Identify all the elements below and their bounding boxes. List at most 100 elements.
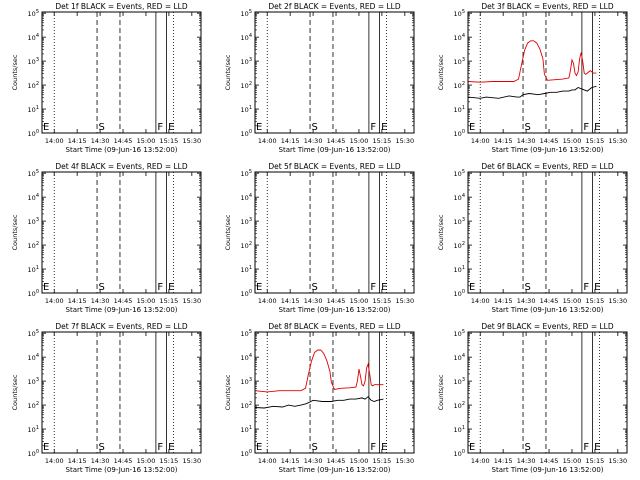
- y-tick-label: 101: [454, 265, 465, 274]
- x-tick-label: 15:00: [350, 137, 369, 145]
- x-tick-label: 15:00: [137, 457, 156, 465]
- marker-label: E: [381, 442, 387, 453]
- plot-frame: [41, 171, 202, 294]
- y-tick-label: 101: [241, 105, 252, 114]
- y-tick-label: 105: [241, 329, 252, 338]
- marker-label: F: [157, 442, 163, 453]
- y-tick-label: 104: [28, 353, 39, 362]
- x-tick-label: 15:30: [608, 137, 627, 145]
- y-tick-label: 105: [454, 9, 465, 18]
- y-tick-label: 105: [28, 329, 39, 338]
- x-axis-label: Start Time (09-Jun-16 13:52:00): [279, 306, 391, 314]
- x-tick-label: 15:30: [608, 297, 627, 305]
- x-tick-label: 14:30: [304, 457, 323, 465]
- x-tick-label: 14:45: [114, 137, 133, 145]
- y-tick-label: 105: [454, 169, 465, 178]
- marker-label: S: [99, 442, 105, 453]
- plot-frame: [41, 11, 202, 134]
- x-tick-label: 14:00: [258, 137, 277, 145]
- x-tick-label: 15:15: [160, 297, 179, 305]
- y-tick-label: 104: [241, 33, 252, 42]
- y-tick-label: 101: [241, 265, 252, 274]
- series-lld-line: [467, 40, 597, 83]
- x-tick-label: 14:45: [540, 137, 559, 145]
- plot-frame: [254, 171, 415, 294]
- y-tick-label: 105: [241, 169, 252, 178]
- x-tick-label: 15:00: [350, 457, 369, 465]
- x-tick-label: 15:00: [350, 297, 369, 305]
- x-tick-label: 14:15: [494, 297, 513, 305]
- y-tick-label: 101: [28, 265, 39, 274]
- y-tick-label: 100: [454, 289, 465, 298]
- panel-det-8: Det 8f BLACK = Events, RED = LLD 100 101 10…: [224, 322, 415, 474]
- panel-title: Det 3f BLACK = Events, RED = LLD: [481, 2, 614, 11]
- y-tick-label: 103: [28, 57, 39, 66]
- y-tick-label: 105: [454, 329, 465, 338]
- x-tick-label: 15:15: [160, 457, 179, 465]
- panel-title: Det 4f BLACK = Events, RED = LLD: [55, 162, 188, 171]
- x-tick-label: 14:00: [45, 137, 64, 145]
- x-tick-label: 14:15: [68, 297, 87, 305]
- y-tick-label: 100: [241, 289, 252, 298]
- y-tick-label: 101: [454, 425, 465, 434]
- x-tick-label: 14:00: [258, 457, 277, 465]
- y-tick-label: 105: [28, 169, 39, 178]
- x-tick-label: 14:45: [327, 297, 346, 305]
- x-tick-label: 15:30: [395, 457, 414, 465]
- plot-frame: [254, 331, 415, 454]
- x-tick-label: 14:00: [471, 297, 490, 305]
- y-tick-label: 100: [454, 129, 465, 138]
- marker-label: E: [469, 442, 475, 453]
- x-tick-label: 14:45: [327, 457, 346, 465]
- x-tick-label: 15:15: [586, 137, 605, 145]
- x-tick-label: 14:30: [91, 137, 110, 145]
- panel-det-9: Det 9f BLACK = Events, RED = LLD 100 101 10…: [437, 322, 628, 474]
- marker-label: E: [43, 122, 49, 133]
- y-tick-label: 104: [28, 193, 39, 202]
- marker-label: E: [43, 442, 49, 453]
- plot-frame: [467, 331, 628, 454]
- x-axis-label: Start Time (09-Jun-16 13:52:00): [492, 306, 604, 314]
- x-tick-label: 14:45: [114, 297, 133, 305]
- y-tick-label: 104: [454, 33, 465, 42]
- y-tick-label: 100: [454, 449, 465, 458]
- y-tick-label: 100: [28, 289, 39, 298]
- x-tick-label: 15:15: [160, 137, 179, 145]
- x-tick-label: 15:30: [395, 137, 414, 145]
- x-tick-label: 14:15: [281, 457, 300, 465]
- x-tick-label: 15:30: [182, 457, 201, 465]
- y-tick-label: 101: [454, 105, 465, 114]
- x-tick-label: 15:30: [395, 297, 414, 305]
- x-tick-label: 15:15: [373, 457, 392, 465]
- y-axis-label: Counts/sec: [11, 374, 19, 410]
- y-tick-label: 103: [28, 377, 39, 386]
- marker-label: S: [525, 442, 531, 453]
- y-tick-label: 100: [241, 449, 252, 458]
- x-tick-label: 14:45: [540, 457, 559, 465]
- x-tick-label: 14:30: [91, 297, 110, 305]
- x-tick-label: 15:15: [586, 297, 605, 305]
- x-tick-label: 14:15: [494, 457, 513, 465]
- x-tick-label: 15:30: [182, 297, 201, 305]
- marker-label: F: [370, 442, 376, 453]
- panel-title: Det 1f BLACK = Events, RED = LLD: [55, 2, 188, 11]
- marker-label: E: [168, 442, 174, 453]
- plot-frame: [41, 331, 202, 454]
- plot-frame: [467, 171, 628, 294]
- y-tick-label: 103: [454, 377, 465, 386]
- panel-title: Det 9f BLACK = Events, RED = LLD: [481, 322, 614, 331]
- x-tick-label: 15:30: [608, 457, 627, 465]
- x-tick-label: 15:00: [563, 297, 582, 305]
- y-tick-label: 102: [454, 241, 465, 250]
- x-axis-label: Start Time (09-Jun-16 13:52:00): [492, 146, 604, 154]
- panel-title: Det 8f BLACK = Events, RED = LLD: [268, 322, 401, 331]
- x-tick-label: 15:15: [373, 137, 392, 145]
- x-tick-label: 15:15: [586, 457, 605, 465]
- marker-label: F: [370, 282, 376, 293]
- marker-label: S: [99, 122, 105, 133]
- marker-label: E: [381, 282, 387, 293]
- plot-frame: [467, 11, 628, 134]
- y-tick-label: 101: [241, 425, 252, 434]
- y-tick-label: 104: [454, 353, 465, 362]
